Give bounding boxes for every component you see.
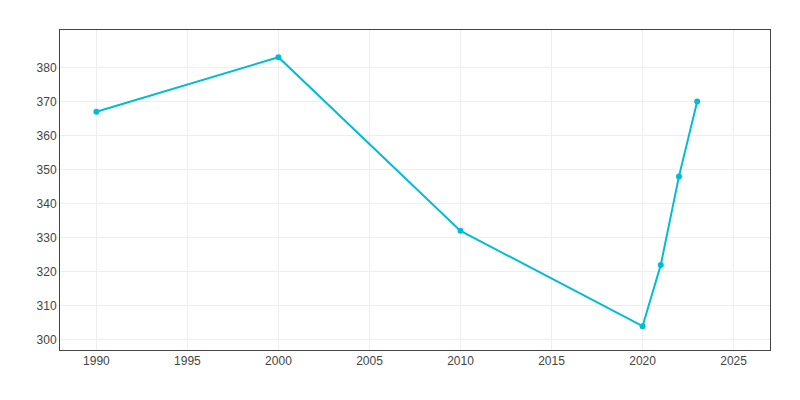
svg-text:340: 340 — [37, 197, 57, 211]
svg-text:2000: 2000 — [265, 354, 292, 368]
svg-text:300: 300 — [37, 333, 57, 347]
svg-text:1995: 1995 — [174, 354, 201, 368]
svg-text:350: 350 — [37, 163, 57, 177]
svg-text:2015: 2015 — [538, 354, 565, 368]
svg-text:310: 310 — [37, 299, 57, 313]
svg-text:360: 360 — [37, 129, 57, 143]
svg-text:2005: 2005 — [356, 354, 383, 368]
svg-text:380: 380 — [37, 61, 57, 75]
svg-text:320: 320 — [37, 265, 57, 279]
svg-text:2010: 2010 — [447, 354, 474, 368]
svg-text:2020: 2020 — [629, 354, 656, 368]
svg-text:1990: 1990 — [83, 354, 110, 368]
svg-text:330: 330 — [37, 231, 57, 245]
svg-text:370: 370 — [37, 95, 57, 109]
svg-text:2025: 2025 — [720, 354, 747, 368]
